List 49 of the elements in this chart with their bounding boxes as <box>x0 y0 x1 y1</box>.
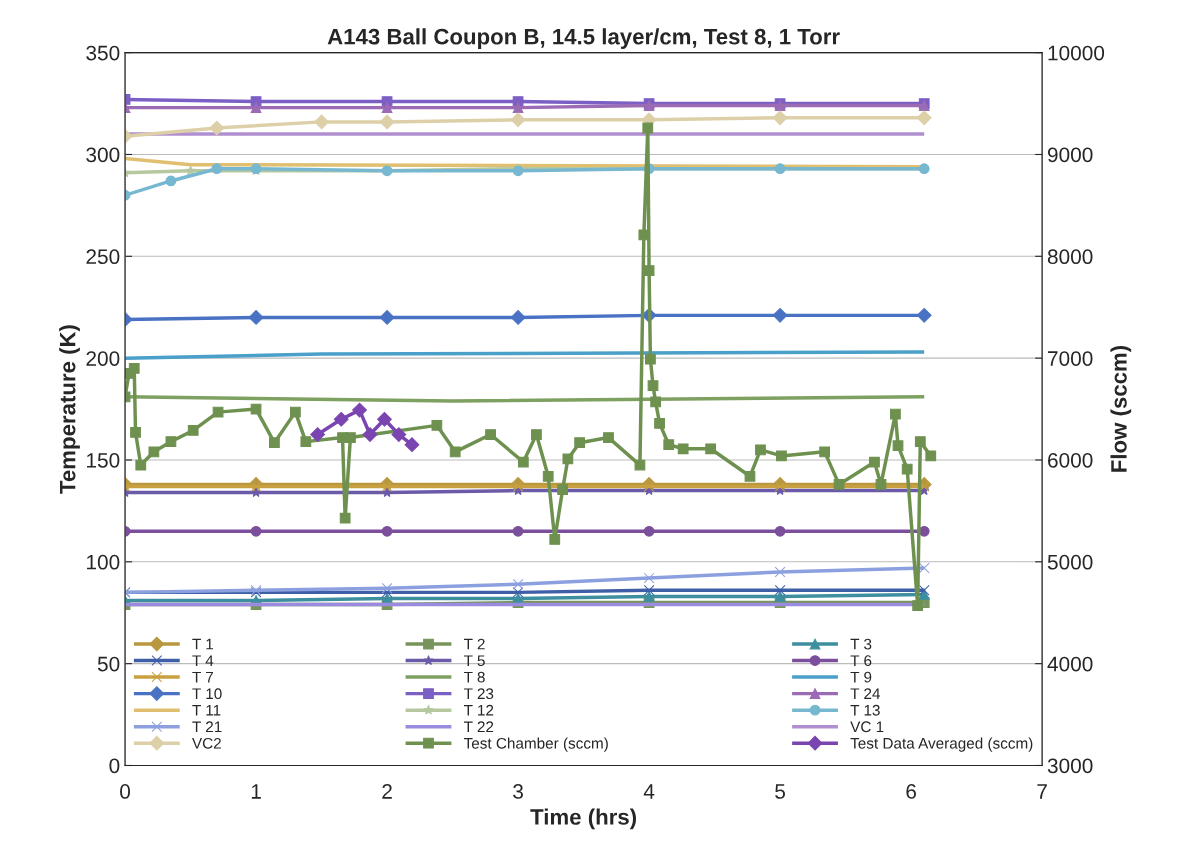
legend-label: T 8 <box>463 671 485 683</box>
legend-label: T 7 <box>192 671 213 683</box>
x-tick-label: 4 <box>643 784 655 799</box>
y2-tick-label: 8000 <box>1047 249 1093 265</box>
y-tick-label: 200 <box>86 351 120 366</box>
legend-label: T 6 <box>850 655 872 667</box>
x-tick-label: 1 <box>251 784 261 799</box>
y2-tick-label: 3000 <box>1047 758 1093 774</box>
legend-label: T 13 <box>850 704 880 716</box>
legend-label: Test Data Averaged (sccm) <box>850 737 1033 752</box>
legend-label: T 3 <box>850 638 872 650</box>
legend-label: T 2 <box>463 638 485 650</box>
y-tick-label: 300 <box>86 147 120 163</box>
x-tick-label: 5 <box>775 784 786 799</box>
x-tick-label: 2 <box>382 784 392 799</box>
chart-title: A143 Ball Coupon B, 14.5 layer/cm, Test 8, 1 Torr <box>327 28 840 49</box>
y2-axis-title: Flow (sccm) <box>1110 345 1132 472</box>
x-tick-label: 6 <box>906 784 916 799</box>
y-tick-label: 0 <box>109 758 120 774</box>
y-tick-label: 100 <box>87 554 120 570</box>
y-tick-label: 150 <box>87 452 120 468</box>
legend-label: T 9 <box>850 671 872 683</box>
legend-label: T 11 <box>192 704 221 716</box>
legend-label: VC 1 <box>850 721 884 733</box>
y2-tick-label: 9000 <box>1047 147 1093 163</box>
y2-tick-label: 5000 <box>1047 554 1093 570</box>
x-tick-label: 0 <box>120 784 131 799</box>
legend-label: Test Chamber (sccm) <box>463 737 608 752</box>
legend-label: T 23 <box>463 688 494 700</box>
legend-label: T 10 <box>192 688 222 700</box>
legend-label: VC2 <box>192 737 221 749</box>
y-tick-label: 350 <box>86 45 120 61</box>
legend-label: T 22 <box>463 721 494 733</box>
y-tick-label: 250 <box>86 249 120 265</box>
x-tick-label: 7 <box>1037 784 1047 799</box>
y-axis-title: Temperature (K) <box>59 325 80 494</box>
y2-tick-label: 10000 <box>1048 45 1105 61</box>
legend-label: T 12 <box>463 704 494 716</box>
y2-tick-label: 4000 <box>1047 656 1093 672</box>
legend-label: T 21 <box>192 721 222 733</box>
x-tick-label: 3 <box>513 784 523 799</box>
legend-label: T 5 <box>463 655 485 667</box>
legend-label: T 1 <box>192 638 214 650</box>
y2-tick-label: 7000 <box>1048 351 1093 366</box>
x-axis-title: Time (hrs) <box>530 808 636 830</box>
legend-label: T 24 <box>850 688 881 699</box>
legend-label: T 4 <box>192 655 214 666</box>
y2-tick-label: 6000 <box>1048 452 1093 468</box>
y-tick-label: 50 <box>97 656 120 672</box>
